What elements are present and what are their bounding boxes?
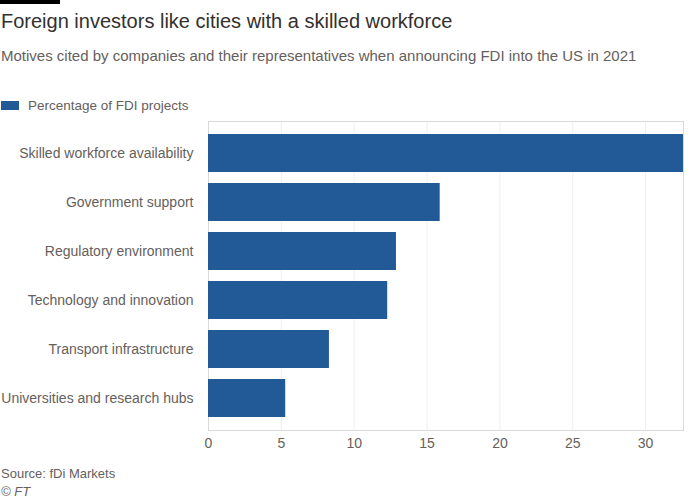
svg-text:5: 5 (277, 435, 285, 451)
svg-text:Transport infrastructure: Transport infrastructure (49, 341, 194, 357)
html-text:© FT: © FT (1, 484, 31, 499)
svg-text:15: 15 (419, 435, 435, 451)
html-text:Motives cited by companies and: Motives cited by companies and their rep… (1, 47, 637, 64)
svg-text:Regulatory environment: Regulatory environment (45, 243, 194, 259)
svg-text:30: 30 (638, 435, 654, 451)
html-text:Foreign investors like cities: Foreign investors like cities with a ski… (1, 10, 453, 32)
svg-text:25: 25 (565, 435, 581, 451)
svg-text:Technology and innovation: Technology and innovation (28, 292, 194, 308)
svg-text:Universities and research hubs: Universities and research hubs (1, 390, 193, 406)
html-text:Source: fDi Markets: Source: fDi Markets (1, 466, 116, 481)
html-text:Percentage of FDI projects: Percentage of FDI projects (28, 98, 189, 113)
svg-text:20: 20 (492, 435, 508, 451)
svg-text:10: 10 (346, 435, 362, 451)
svg-text:Government support: Government support (66, 194, 194, 210)
svg-text:0: 0 (205, 435, 213, 451)
svg-text:Skilled workforce availability: Skilled workforce availability (19, 145, 193, 161)
